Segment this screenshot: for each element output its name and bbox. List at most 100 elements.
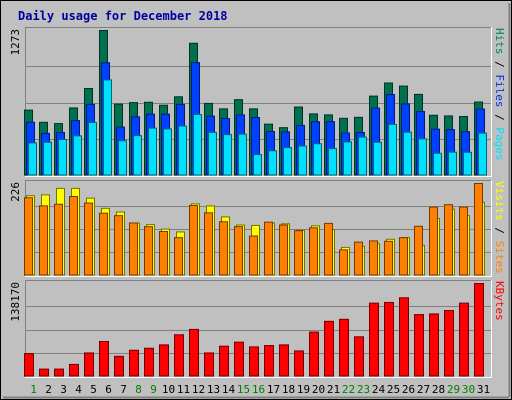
bar-kbytes-kbytes-23 — [354, 336, 364, 377]
legend-kbytes: KBytes — [493, 281, 506, 321]
bar-visits-sites-16 — [249, 235, 258, 276]
bar-visits-sites-11 — [174, 237, 183, 276]
bar-kbytes-kbytes-26 — [399, 297, 409, 377]
bar-visits-sites-9 — [144, 226, 153, 276]
bar-hits-pages-24 — [373, 141, 382, 176]
bar-visits-sites-25 — [384, 240, 393, 276]
bar-visits-sites-19 — [294, 230, 303, 276]
x-tick-label-8: 8 — [135, 383, 142, 396]
bar-hits-pages-22 — [343, 141, 352, 176]
bar-visits-sites-21 — [324, 222, 333, 276]
legend-pages: Pages — [493, 127, 506, 160]
bar-visits-sites-22 — [339, 249, 348, 276]
chart-title: Daily usage for December 2018 — [18, 9, 228, 23]
bar-hits-pages-21 — [328, 148, 337, 176]
bar-hits-pages-28 — [433, 152, 442, 176]
panel-visits-legend: Visits / Sites — [493, 181, 506, 274]
x-tick-labels: 1 2 3 4 5 6 7 8 9 10 11 12 13 14 15 16 17 18 19 20 21 22 23 24 2… — [30, 383, 490, 396]
bar-visits-sites-23 — [354, 241, 363, 276]
legend-sites: Sites — [493, 241, 506, 274]
x-tick-label-11: 11 — [177, 383, 190, 396]
x-tick-label-25: 25 — [387, 383, 400, 396]
bar-kbytes-kbytes-27 — [414, 314, 424, 377]
bar-visits-sites-8 — [129, 222, 138, 276]
bar-kbytes-kbytes-24 — [369, 302, 379, 377]
legend-separator: / — [493, 55, 506, 75]
x-tick-label-20: 20 — [312, 383, 325, 396]
x-tick-label-2: 2 — [45, 383, 52, 396]
bar-hits-pages-3 — [58, 139, 67, 176]
bar-visits-sites-30 — [459, 206, 468, 276]
bar-kbytes-kbytes-25 — [384, 301, 394, 377]
bar-hits-pages-1 — [28, 142, 37, 176]
x-tick-label-19: 19 — [297, 383, 310, 396]
bar-visits-sites-15 — [234, 226, 243, 276]
x-tick-label-12: 12 — [192, 383, 205, 396]
bar-hits-pages-30 — [463, 151, 472, 176]
legend-separator: / — [493, 221, 506, 241]
x-tick-label-16: 16 — [252, 383, 265, 396]
panels-layer: 1273 Hits / Files / Pages 226 Visits / Site… — [9, 27, 506, 378]
bar-visits-sites-27 — [414, 225, 423, 276]
bar-kbytes-kbytes-13 — [204, 352, 214, 377]
panel-visits-y-max-label: 226 — [9, 182, 22, 202]
x-tick-label-4: 4 — [75, 383, 82, 396]
x-tick-label-6: 6 — [105, 383, 112, 396]
bar-kbytes-kbytes-20 — [309, 331, 319, 377]
bar-visits-sites-3 — [54, 203, 63, 276]
bar-hits-pages-7 — [118, 140, 127, 176]
bar-kbytes-kbytes-4 — [69, 363, 79, 377]
bar-kbytes-kbytes-15 — [234, 341, 244, 377]
panel-visits: 226 Visits / Sites — [9, 180, 506, 277]
bar-visits-sites-17 — [264, 221, 273, 276]
bar-visits-sites-18 — [279, 224, 288, 276]
bar-visits-sites-12 — [189, 204, 198, 276]
bar-visits-sites-29 — [444, 204, 453, 276]
bar-kbytes-kbytes-3 — [54, 368, 64, 377]
bar-hits-pages-11 — [178, 125, 187, 176]
bar-visits-sites-6 — [99, 212, 108, 276]
bar-kbytes-kbytes-8 — [129, 349, 139, 377]
bar-hits-pages-10 — [163, 128, 172, 176]
bar-hits-pages-13 — [208, 131, 217, 176]
x-tick-label-23: 23 — [357, 383, 370, 396]
bar-hits-pages-6 — [103, 79, 112, 176]
x-tick-label-18: 18 — [282, 383, 295, 396]
x-tick-label-14: 14 — [222, 383, 236, 396]
bar-hits-pages-20 — [313, 143, 322, 176]
bar-kbytes-kbytes-6 — [99, 340, 109, 377]
x-tick-label-1: 1 — [30, 383, 37, 396]
bar-kbytes-kbytes-10 — [159, 344, 169, 377]
bar-kbytes-kbytes-12 — [189, 328, 199, 377]
legend-visits: Visits — [493, 181, 506, 221]
panel-kbytes: 138170 KBytes — [9, 280, 506, 378]
bar-visits-sites-13 — [204, 212, 213, 276]
bar-kbytes-kbytes-14 — [219, 345, 229, 377]
bar-hits-pages-17 — [268, 150, 277, 176]
x-tick-label-13: 13 — [207, 383, 220, 396]
x-tick-label-9: 9 — [150, 383, 157, 396]
bar-hits-pages-23 — [358, 136, 367, 176]
bar-visits-sites-14 — [219, 221, 228, 276]
bar-hits-pages-26 — [403, 131, 412, 176]
bar-kbytes-kbytes-21 — [324, 320, 334, 377]
bar-kbytes-kbytes-18 — [279, 344, 289, 377]
bar-hits-pages-9 — [148, 127, 157, 176]
legend-hits: Hits — [493, 28, 506, 55]
bar-kbytes-kbytes-31 — [474, 283, 484, 377]
x-tick-label-28: 28 — [432, 383, 445, 396]
bar-kbytes-kbytes-30 — [459, 302, 469, 377]
bar-kbytes-kbytes-28 — [429, 313, 439, 377]
bar-kbytes-kbytes-11 — [174, 334, 184, 377]
x-tick-label-7: 7 — [120, 383, 127, 396]
bar-hits-pages-19 — [298, 145, 307, 176]
bar-kbytes-kbytes-17 — [264, 345, 274, 377]
bar-visits-sites-24 — [369, 240, 378, 276]
bar-kbytes-kbytes-5 — [84, 352, 94, 377]
bar-visits-sites-7 — [114, 215, 123, 276]
panel-hits-y-max-label: 1273 — [9, 29, 22, 56]
bar-hits-pages-8 — [133, 135, 142, 176]
bar-visits-sites-28 — [429, 206, 438, 276]
